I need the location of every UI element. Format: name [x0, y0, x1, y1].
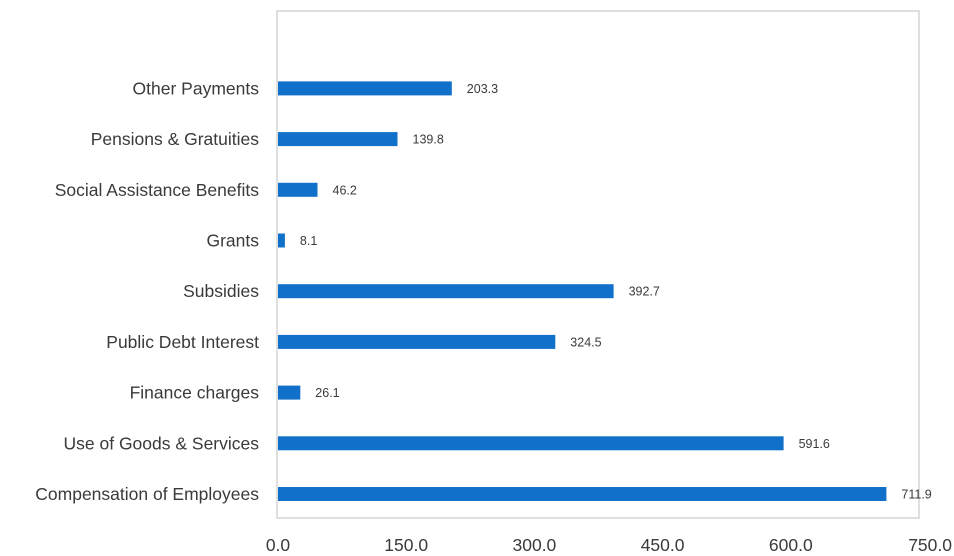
bar	[278, 487, 887, 501]
category-label: Grants	[206, 231, 259, 251]
x-tick-label: 150.0	[384, 535, 428, 555]
x-axis-tick-labels: 0.0 150.0 300.0 450.0 600.0 750.0	[266, 535, 952, 555]
bar-value-label: 392.7	[629, 285, 660, 299]
bar	[278, 436, 784, 451]
bar	[278, 182, 318, 197]
bar-value-label: 26.1	[315, 386, 339, 400]
category-label: Subsidies	[183, 281, 259, 301]
bar	[278, 81, 452, 96]
bar	[278, 385, 301, 400]
bar	[278, 233, 285, 248]
category-label: Finance charges	[130, 383, 260, 403]
category-label: Other Payments	[133, 78, 260, 98]
category-label: Compensation of Employees	[35, 484, 259, 504]
x-tick-label: 0.0	[266, 535, 291, 555]
bar-value-label: 8.1	[300, 234, 317, 248]
category-label: Social Assistance Benefits	[55, 180, 260, 200]
bar-value-label: 203.3	[467, 82, 498, 96]
category-label: Pensions & Gratuities	[91, 129, 260, 149]
x-tick-label: 600.0	[769, 535, 813, 555]
bar-value-label: 46.2	[333, 183, 357, 197]
bar	[278, 334, 556, 349]
bar-value-label: 139.8	[413, 133, 444, 147]
bar-value-label: 324.5	[570, 335, 601, 349]
bars-layer	[278, 81, 887, 501]
bar	[278, 132, 398, 147]
x-tick-label: 750.0	[908, 535, 952, 555]
category-labels-layer: Compensation of Employees Use of Goods & …	[35, 78, 259, 504]
bar	[278, 284, 614, 299]
bar-value-label: 711.9	[901, 488, 931, 502]
category-label: Public Debt Interest	[106, 332, 259, 352]
bar-value-label: 591.6	[799, 437, 830, 451]
category-label: Use of Goods & Services	[64, 433, 260, 453]
x-tick-label: 300.0	[513, 535, 557, 555]
x-tick-label: 450.0	[641, 535, 685, 555]
value-labels-layer: 711.9 591.6 26.1 324.5 392.7 8.1 46.2 139.8 203.…	[300, 82, 932, 502]
plot-area-frame	[276, 10, 920, 519]
